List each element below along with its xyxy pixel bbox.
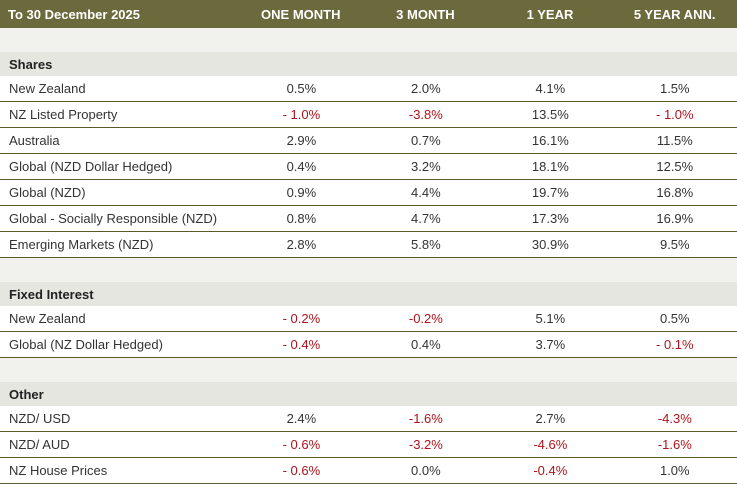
value-cell: 16.1% (531, 133, 569, 148)
value-cell: -1.6% (408, 411, 443, 426)
value-cell: 5.8% (411, 237, 441, 252)
value-cell: 1.0% (659, 463, 690, 478)
spacer-band (0, 258, 737, 282)
value-cell: 18.1% (531, 159, 569, 174)
row-label: Global (NZ Dollar Hedged) (9, 337, 163, 352)
row-label: NZD/ AUD (9, 437, 70, 452)
table-header: To 30 December 2025 ONE MONTH 3 MONTH 1 … (0, 0, 737, 28)
value-cell: 0.5% (286, 81, 317, 96)
row-label: New Zealand (9, 311, 86, 326)
table-row: New Zealand 0.5% 2.0% 4.1% 1.5% (0, 76, 737, 102)
value-cell: - 0.1% (656, 337, 694, 352)
row-label: Global (NZD) (9, 185, 86, 200)
value-cell: -3.8% (408, 107, 443, 122)
value-cell: 5.1% (535, 311, 566, 326)
value-cell: 16.8% (656, 185, 694, 200)
row-label: Global - Socially Responsible (NZD) (9, 211, 218, 226)
period-label: To 30 December 2025 (8, 6, 140, 22)
value-cell: -4.6% (533, 437, 568, 452)
value-cell: - 0.6% (282, 437, 321, 452)
row-label: Global (NZD Dollar Hedged) (9, 159, 173, 174)
section-header-shares: Shares (0, 52, 737, 76)
row-label: New Zealand (9, 81, 86, 96)
value-cell: 13.5% (531, 107, 569, 122)
value-cell: 16.9% (656, 211, 694, 226)
col-1-year: 1 YEAR (526, 6, 574, 22)
row-label: Australia (9, 133, 60, 148)
value-cell: 4.7% (411, 211, 441, 226)
table-row: New Zealand - 0.2% -0.2% 5.1% 0.5% (0, 306, 737, 332)
table-row: Australia 2.9% 0.7% 16.1% 11.5% (0, 128, 737, 154)
table-row: NZ House Prices - 0.6% 0.0% -0.4% 1.0% (0, 458, 737, 484)
value-cell: 12.5% (656, 159, 694, 174)
col-3-month: 3 MONTH (396, 6, 455, 22)
value-cell: 1.5% (659, 81, 690, 96)
table-row: Global - Socially Responsible (NZD) 0.8% 4… (0, 206, 737, 232)
table-row: Global (NZ Dollar Hedged) - 0.4% 0.4% 3.7% -… (0, 332, 737, 358)
value-cell: 30.9% (531, 237, 569, 252)
section-title: Shares (9, 56, 53, 72)
value-cell: 0.8% (286, 211, 317, 226)
value-cell: 2.0% (411, 81, 441, 96)
value-cell: 3.2% (411, 159, 441, 174)
value-cell: 0.9% (286, 185, 317, 200)
value-cell: 0.4% (411, 337, 441, 352)
row-label: Emerging Markets (NZD) (9, 237, 154, 252)
table-row: Global (NZD Dollar Hedged) 0.4% 3.2% 18.1% 1… (0, 154, 737, 180)
section-title: Other (9, 386, 44, 402)
spacer-band (0, 358, 737, 382)
value-cell: 2.8% (286, 237, 317, 252)
value-cell: -0.4% (533, 463, 568, 478)
table-row: NZ Listed Property - 1.0% -3.8% 13.5% - 1.0% (0, 102, 737, 128)
value-cell: -0.2% (408, 311, 443, 326)
value-cell: - 1.0% (656, 107, 694, 122)
value-cell: 2.7% (535, 411, 566, 426)
value-cell: -4.3% (657, 411, 692, 426)
value-cell: 0.4% (286, 159, 317, 174)
value-cell: 0.7% (411, 133, 441, 148)
table-row: Global (NZD) 0.9% 4.4% 19.7% 16.8% (0, 180, 737, 206)
value-cell: 4.1% (535, 81, 566, 96)
row-label: NZ House Prices (9, 463, 108, 478)
value-cell: - 0.6% (282, 463, 321, 478)
value-cell: - 0.2% (282, 311, 321, 326)
section-header-fixed-interest: Fixed Interest (0, 282, 737, 306)
col-5-year-ann: 5 YEAR ANN. (633, 6, 716, 22)
section-title: Fixed Interest (9, 286, 94, 302)
table-row: NZD/ AUD - 0.6% -3.2% -4.6% -1.6% (0, 432, 737, 458)
spacer-band (0, 28, 737, 52)
value-cell: 0.5% (659, 311, 690, 326)
value-cell: 4.4% (411, 185, 441, 200)
value-cell: - 1.0% (282, 107, 321, 122)
value-cell: 0.0% (411, 463, 441, 478)
value-cell: -1.6% (657, 437, 692, 452)
value-cell: - 0.4% (282, 337, 321, 352)
value-cell: 2.4% (286, 411, 317, 426)
value-cell: 9.5% (659, 237, 690, 252)
col-one-month: ONE MONTH (261, 6, 341, 22)
value-cell: -3.2% (408, 437, 443, 452)
value-cell: 11.5% (656, 133, 693, 148)
table-row: NZD/ USD 2.4% -1.6% 2.7% -4.3% (0, 406, 737, 432)
row-label: NZD/ USD (9, 411, 71, 426)
value-cell: 19.7% (531, 185, 569, 200)
value-cell: 3.7% (535, 337, 566, 352)
value-cell: 17.3% (531, 211, 569, 226)
table-row: Emerging Markets (NZD) 2.8% 5.8% 30.9% 9.5% (0, 232, 737, 258)
section-header-other: Other (0, 382, 737, 406)
value-cell: 2.9% (286, 133, 317, 148)
table-body: Shares New Zealand 0.5% 2.0% 4.1% 1.5% NZ List… (0, 28, 737, 484)
row-label: NZ Listed Property (9, 107, 118, 122)
